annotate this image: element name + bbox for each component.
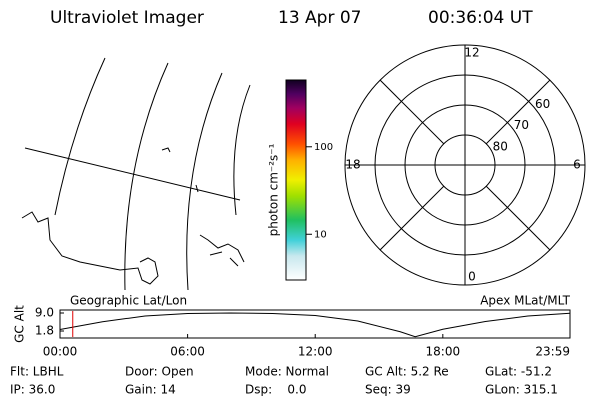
status-field: Seq: 39: [365, 383, 411, 397]
lat-label: 70: [514, 118, 529, 132]
y-tick-label: 1.8: [35, 324, 54, 338]
time: 00:36:04 UT: [428, 8, 533, 28]
colorbar-tick-label: 10: [314, 229, 327, 240]
status-field: Dsp: 0.0: [245, 383, 307, 397]
x-tick-label: 18:00: [426, 345, 461, 359]
geo-map: [21, 57, 251, 291]
status-field: Door: Open: [125, 365, 194, 379]
x-tick-label: 00:00: [43, 345, 78, 359]
alt-line: [59, 312, 571, 338]
lat-label: 60: [535, 97, 550, 111]
status-field: GLon: 315.1: [485, 383, 558, 397]
polar-grid: [344, 44, 586, 286]
left-title: Geographic Lat/Lon: [70, 294, 187, 308]
lat-label: 80: [493, 139, 508, 153]
colorbar: [285, 79, 307, 281]
status-field: Mode: Normal: [245, 365, 329, 379]
status-field: Flt: LBHL: [10, 365, 64, 379]
y-tick-label: 9.0: [35, 306, 54, 320]
mlt-label: 6: [573, 158, 581, 172]
instrument: Ultraviolet Imager: [50, 8, 204, 28]
status-field: Gain: 14: [125, 383, 176, 397]
right-title: Apex MLat/MLT: [480, 294, 570, 308]
colorbar-tick-label: 100: [314, 142, 333, 153]
mlt-label: 12: [464, 46, 479, 60]
status-field: GLat: -51.2: [485, 365, 552, 379]
x-tick-label: 12:00: [298, 345, 333, 359]
mlt-label: 0: [468, 270, 476, 284]
status-field: GC Alt: 5.2 Re: [365, 365, 449, 379]
alt-frame: [59, 309, 571, 339]
x-tick-label: 23:59: [535, 345, 570, 359]
status-field: IP: 36.0: [10, 383, 55, 397]
colorbar-label: photon cm⁻²s⁻¹: [267, 143, 281, 236]
mlt-label: 18: [345, 158, 360, 172]
x-tick-label: 06:00: [170, 345, 205, 359]
alt-label: GC Alt: [13, 305, 27, 343]
date: 13 Apr 07: [278, 8, 361, 28]
